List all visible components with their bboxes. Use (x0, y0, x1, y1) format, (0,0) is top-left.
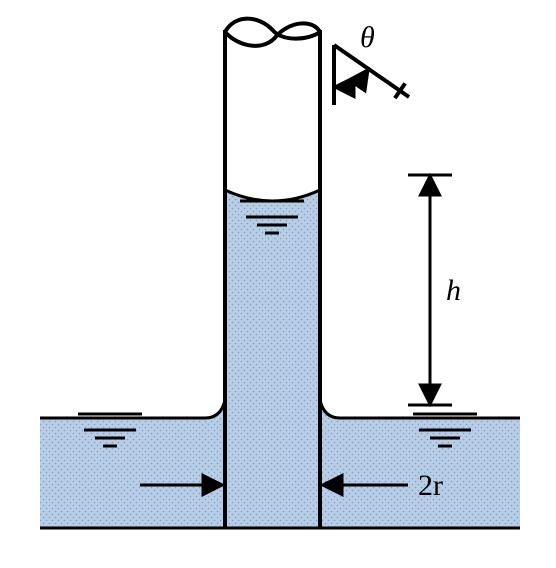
tube-liquid-column (225, 190, 320, 400)
capillary-diagram: θ h 2r (0, 0, 556, 568)
theta-label: θ (360, 21, 375, 54)
angle-arc (334, 69, 369, 87)
tube-broken-rim-back (225, 23, 320, 45)
diameter-label: 2r (418, 469, 443, 502)
h-label: h (446, 274, 461, 307)
